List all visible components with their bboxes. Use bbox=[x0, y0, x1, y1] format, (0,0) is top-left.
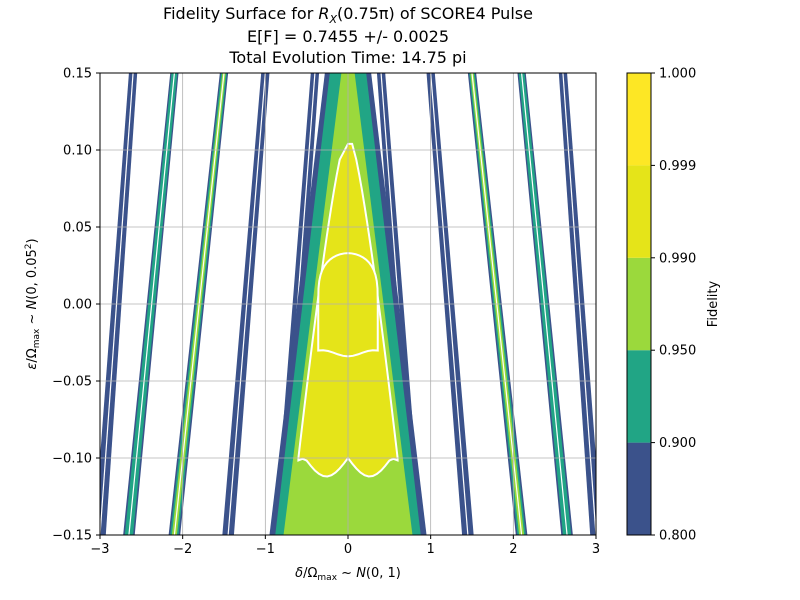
title-suffix: of SCORE4 Pulse bbox=[394, 4, 533, 23]
colorbar-label: Fidelity bbox=[706, 280, 721, 327]
x-tick-label-1: −2 bbox=[173, 542, 192, 557]
colorbar: 0.800 0.900 0.950 0.990 0.999 1.000 bbox=[626, 67, 696, 544]
colorbar-tick-label-3: 0.990 bbox=[659, 251, 696, 266]
y-tick-label-6: −0.15 bbox=[52, 529, 92, 544]
colorbar-segment-4 bbox=[627, 73, 651, 166]
x-tick-label-4: 1 bbox=[427, 542, 435, 557]
y-tick-label-5: −0.10 bbox=[52, 452, 92, 467]
y-tick-label-1: 0.10 bbox=[63, 144, 92, 159]
chart-title-line-2: E[F] = 0.7455 +/- 0.0025 bbox=[246, 27, 450, 46]
colorbar-tick-label-0: 0.800 bbox=[659, 529, 696, 544]
x-tick-label-2: −1 bbox=[256, 542, 275, 557]
x-tick-label-3: 0 bbox=[344, 542, 352, 557]
colorbar-segment-3 bbox=[627, 165, 651, 258]
colorbar-tick-label-4: 0.999 bbox=[659, 159, 696, 174]
y-tick-label-2: 0.05 bbox=[63, 221, 92, 236]
colorbar-segment-1 bbox=[627, 350, 651, 443]
title-math-r: R bbox=[318, 4, 330, 23]
x-tick-label-0: −3 bbox=[90, 542, 109, 557]
y-tick-label-3: 0.00 bbox=[63, 298, 92, 313]
title-math-arg: (0.75π) bbox=[337, 4, 395, 23]
colorbar-tick-label-5: 1.000 bbox=[659, 67, 696, 82]
y-axis: 0.15 0.10 0.05 0.00 −0.05 −0.10 −0.15 bbox=[52, 67, 100, 544]
y-axis-label: ε/Ωmax ~ N(0, 0.052) bbox=[24, 238, 42, 369]
y-tick-label-4: −0.05 bbox=[52, 375, 92, 390]
x-axis-label: δ/Ωmax ~ N(0, 1) bbox=[295, 566, 401, 583]
grid-layer bbox=[99, 72, 597, 536]
x-tick-label-5: 2 bbox=[509, 542, 517, 557]
colorbar-tick-label-2: 0.950 bbox=[659, 344, 696, 359]
x-tick-label-6: 3 bbox=[592, 542, 600, 557]
chart-title-line-1: Fidelity Surface for RX(0.75π) of SCORE4… bbox=[0, 4, 696, 30]
chart-title-line-3: Total Evolution Time: 14.75 pi bbox=[229, 48, 467, 67]
y-tick-label-0: 0.15 bbox=[63, 67, 92, 82]
title-prefix: Fidelity Surface for bbox=[163, 4, 319, 23]
colorbar-segment-0 bbox=[627, 442, 651, 535]
x-axis: −3 −2 −1 0 1 2 3 bbox=[90, 535, 600, 557]
colorbar-frame bbox=[626, 72, 652, 536]
title-math-sub: X bbox=[329, 13, 338, 27]
colorbar-tick-label-1: 0.900 bbox=[659, 436, 696, 451]
colorbar-segment-2 bbox=[627, 257, 651, 351]
